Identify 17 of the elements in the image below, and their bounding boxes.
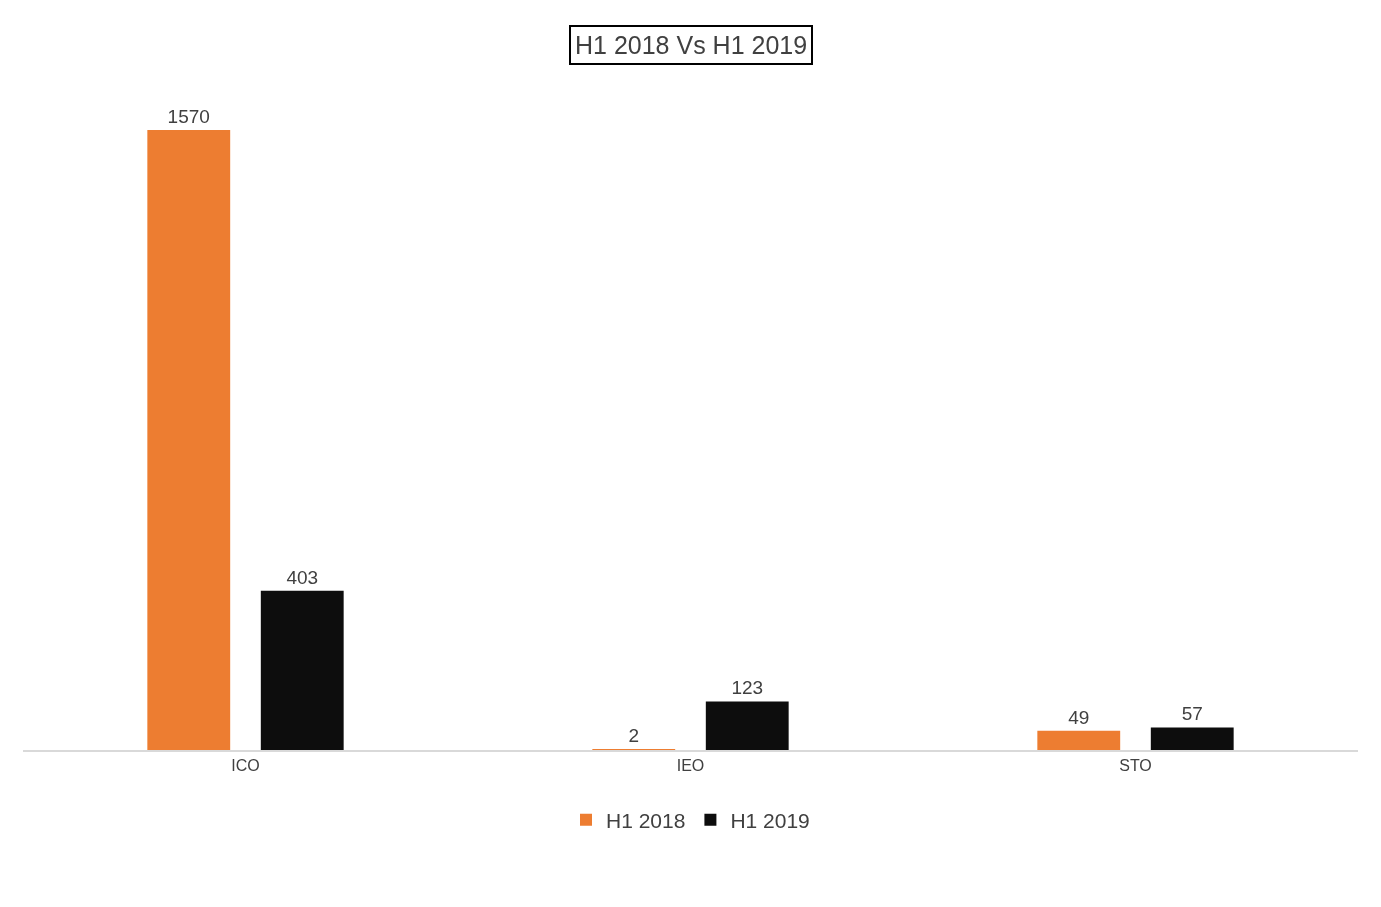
data-label: 57 (1181, 703, 1203, 725)
chart-title: H1 2018 Vs H1 2019 (575, 31, 808, 59)
bar (705, 701, 789, 750)
data-label: 403 (286, 566, 319, 588)
bar (260, 590, 344, 750)
x-tick-label: STO (1119, 757, 1152, 775)
bar (1150, 727, 1234, 750)
data-label: 2 (628, 725, 640, 746)
bar (1037, 730, 1121, 750)
data-label: 49 (1068, 706, 1090, 728)
data-label: 1570 (167, 106, 210, 127)
x-tick-label: IEO (676, 757, 705, 775)
legend-label: H1 2018 (606, 808, 686, 832)
data-label: 123 (731, 677, 764, 699)
legend-label: H1 2019 (730, 808, 810, 832)
bar (147, 130, 231, 750)
x-tick-label: ICO (231, 757, 260, 775)
